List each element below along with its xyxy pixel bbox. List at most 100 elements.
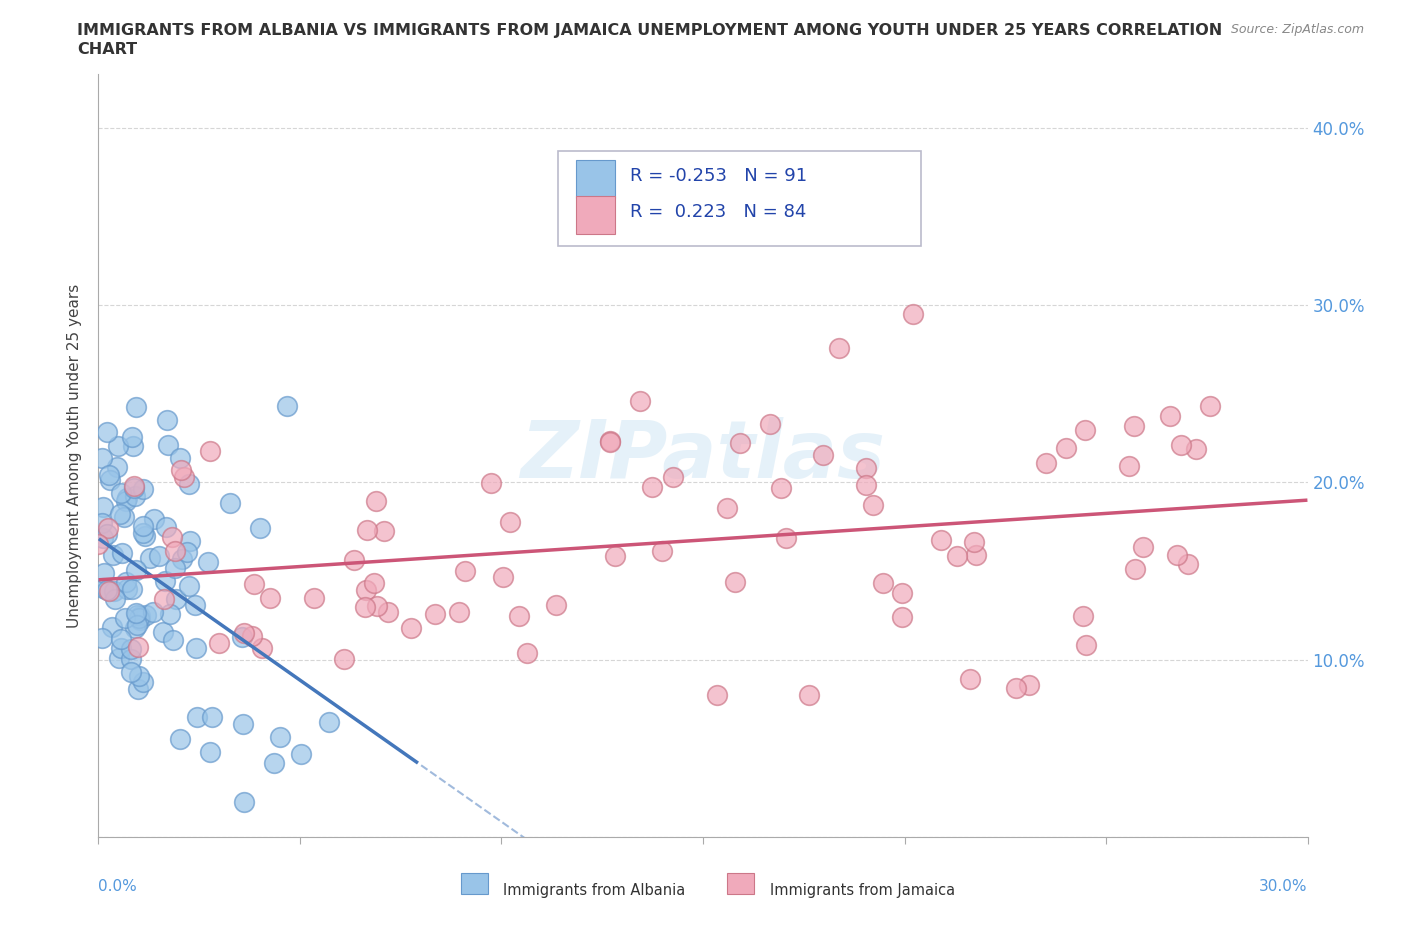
Point [425,606,447,621]
Point [120,664,142,679]
Point [232,716,254,731]
Point [499,515,522,530]
Point [100,472,122,487]
Point [91,499,114,514]
Point [153,591,176,606]
Point [662,470,685,485]
Point [152,624,174,639]
Point [479,475,502,490]
Point [156,413,179,428]
Point [1159,408,1181,423]
Point [724,575,747,590]
Point [903,307,925,322]
Point [759,417,782,432]
Point [108,507,131,522]
Point [110,631,132,646]
Point [112,510,135,525]
Point [132,525,155,540]
Point [111,546,134,561]
Point [862,498,884,512]
Point [769,481,792,496]
Point [198,444,221,458]
Point [128,669,150,684]
Point [1170,437,1192,452]
Point [124,620,146,635]
Point [544,598,567,613]
Point [117,491,139,506]
Point [962,534,984,549]
Point [492,569,515,584]
Point [373,524,395,538]
Point [508,608,530,623]
Text: R =  0.223   N = 84: R = 0.223 N = 84 [630,203,807,220]
Point [183,598,205,613]
Point [135,608,157,623]
Point [96,582,118,597]
Point [114,611,136,626]
Point [91,631,114,645]
FancyBboxPatch shape [576,195,614,233]
Point [945,549,967,564]
Point [107,439,129,454]
Text: Immigrants from Jamaica: Immigrants from Jamaica [769,883,955,897]
Text: ZIPatlas: ZIPatlas [520,417,886,495]
Point [120,641,142,656]
Point [173,470,195,485]
Point [302,591,325,605]
Point [1185,441,1208,456]
Point [290,747,312,762]
Point [1177,557,1199,572]
Point [628,393,651,408]
Point [706,687,728,702]
Point [1054,441,1077,456]
Point [155,519,177,534]
Point [101,619,124,634]
Point [366,598,388,613]
Text: Immigrants from Albania: Immigrants from Albania [503,883,686,897]
Text: CHART: CHART [77,42,138,57]
Point [605,549,627,564]
Point [127,681,149,696]
Point [891,609,914,624]
Point [259,591,281,605]
Point [165,544,187,559]
Point [243,577,266,591]
Text: 0.0%: 0.0% [98,879,138,894]
Point [855,461,877,476]
Point [1118,458,1140,473]
Point [356,523,378,538]
Point [165,561,187,576]
Point [716,500,738,515]
Point [115,494,138,509]
Point [249,521,271,536]
Point [124,399,146,414]
Point [263,755,285,770]
Point [179,579,201,594]
Point [124,479,146,494]
Point [356,583,378,598]
Point [232,794,254,809]
Point [91,515,114,530]
Point [169,463,191,478]
Text: R = -0.253   N = 91: R = -0.253 N = 91 [630,166,807,185]
Text: IMMIGRANTS FROM ALBANIA VS IMMIGRANTS FROM JAMAICA UNEMPLOYMENT AMONG YOUTH UNDE: IMMIGRANTS FROM ALBANIA VS IMMIGRANTS FR… [77,23,1223,38]
Point [799,687,821,702]
Point [155,574,177,589]
Point [172,551,194,566]
Point [132,482,155,497]
Point [169,451,191,466]
Point [121,430,143,445]
Point [93,565,115,580]
Bar [461,873,488,895]
Point [115,581,138,596]
Point [162,632,184,647]
Point [179,534,201,549]
Point [965,548,987,563]
Point [641,480,664,495]
Point [139,551,162,565]
Point [276,399,298,414]
Point [122,439,145,454]
Point [454,564,477,578]
Point [91,531,114,546]
Point [515,645,537,660]
